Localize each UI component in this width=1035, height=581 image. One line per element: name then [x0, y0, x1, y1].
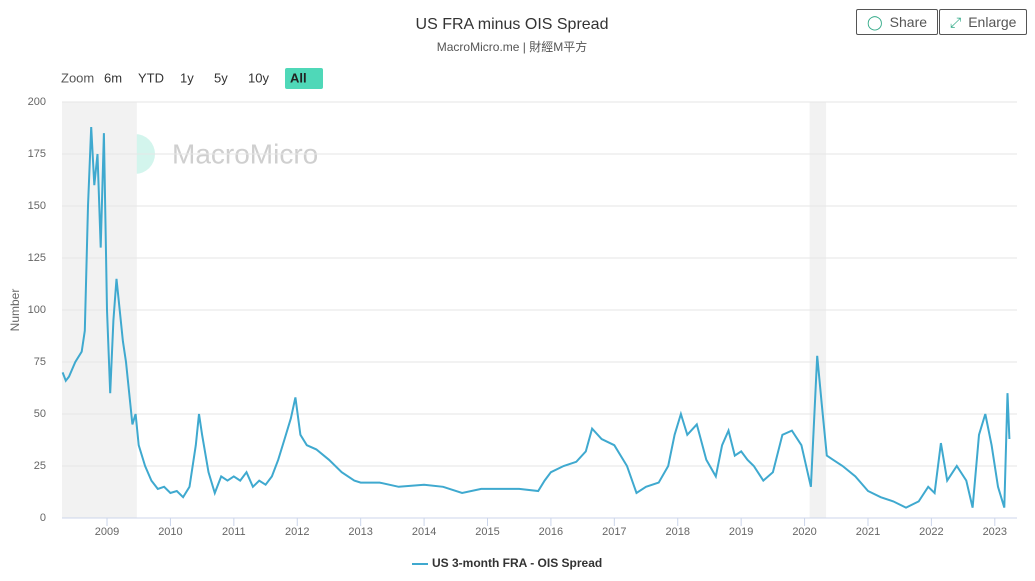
zoom-option[interactable]: All [290, 70, 307, 85]
y-tick-label: 175 [28, 148, 46, 160]
share-label: Share [889, 14, 928, 30]
x-tick-label: 2018 [665, 526, 689, 538]
zoom-option[interactable]: 5y [214, 70, 228, 85]
x-tick-label: 2019 [729, 526, 753, 538]
x-tick-label: 2012 [285, 526, 309, 538]
series-line [61, 126, 1011, 509]
zoom-option[interactable]: 10y [248, 70, 269, 85]
y-tick-label: 200 [28, 96, 46, 108]
y-tick-label: 75 [34, 356, 46, 368]
legend-label[interactable]: US 3-month FRA - OIS Spread [432, 556, 602, 570]
y-tick-label: 125 [28, 252, 46, 264]
x-tick-label: 2021 [856, 526, 880, 538]
x-tick-label: 2017 [602, 526, 626, 538]
x-tick-label: 2016 [539, 526, 563, 538]
x-tick-label: 2011 [222, 526, 246, 538]
enlarge-label: Enlarge [968, 14, 1017, 30]
x-tick-label: 2010 [158, 526, 182, 538]
zoom-option[interactable]: 6m [104, 70, 122, 85]
chart-title: US FRA minus OIS Spread [416, 16, 609, 33]
y-tick-label: 50 [34, 408, 46, 420]
x-tick-label: 2013 [348, 526, 372, 538]
x-tick-label: 2023 [983, 526, 1007, 538]
enlarge-button[interactable]: ⤢ Enlarge [939, 9, 1028, 35]
zoom-label: Zoom [61, 70, 94, 85]
x-tick-label: 2014 [412, 526, 436, 538]
zoom-option[interactable]: YTD [138, 70, 164, 85]
y-tick-label: 100 [28, 304, 46, 316]
share-button[interactable]: ◯ Share [856, 9, 939, 35]
y-tick-label: 25 [34, 460, 46, 472]
chart-subtitle: MacroMicro.me | 財經M平方 [437, 39, 587, 54]
x-tick-label: 2009 [95, 526, 119, 538]
y-axis-label: Number [8, 289, 22, 332]
x-tick-label: 2020 [792, 526, 816, 538]
x-tick-label: 2022 [919, 526, 943, 538]
x-tick-label: 2015 [475, 526, 499, 538]
y-tick-label: 0 [40, 512, 46, 524]
y-tick-label: 150 [28, 200, 46, 212]
zoom-selected-bg [285, 68, 323, 89]
zoom-option[interactable]: 1y [180, 70, 194, 85]
